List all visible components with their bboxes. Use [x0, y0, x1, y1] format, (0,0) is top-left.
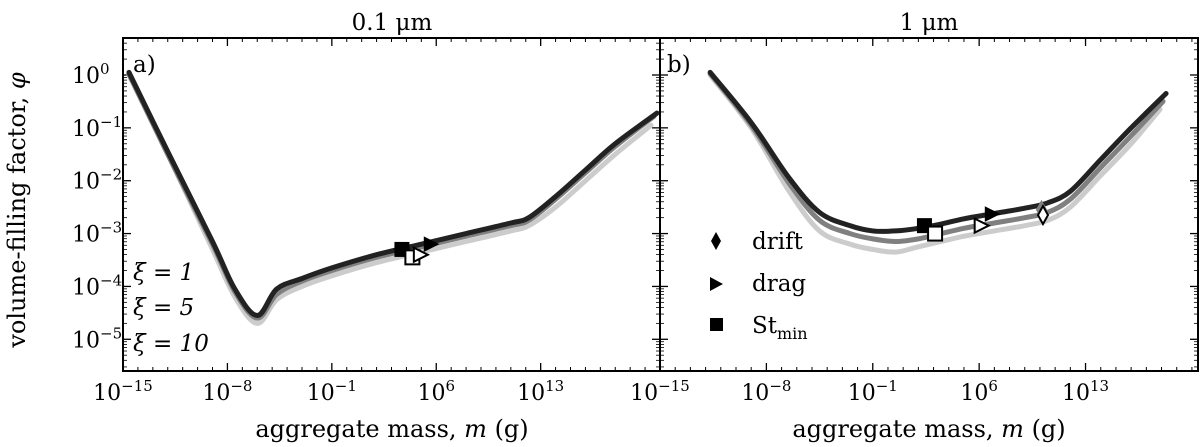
panel-b-series [707, 69, 1169, 255]
x-tick-label: 10−15 [93, 377, 153, 406]
y-tick-label: 10−2 [72, 166, 122, 195]
y-tick-label: 10−1 [72, 113, 122, 142]
x-axis-label-a: aggregate mass, m (g) [255, 415, 528, 443]
series-line-xi-5 [707, 70, 1166, 244]
x-tick-label: 10−8 [202, 377, 252, 406]
panel-a-title: 0.1 μm [352, 10, 433, 36]
y-axis-label: volume-filling factor, φ [3, 72, 31, 349]
panel-a-series [126, 69, 660, 326]
x-tick-label: 1013 [517, 377, 564, 406]
panel-b-markers [916, 199, 1050, 242]
y-tick-label: 10−4 [72, 271, 122, 300]
drag-marker [973, 217, 991, 235]
series-line-xi-5 [126, 71, 657, 321]
panel-b-title: 1 μm [900, 10, 959, 36]
drag-marker [423, 236, 440, 252]
y-tick-label: 10−3 [72, 219, 122, 248]
x-tick-label: 10−1 [848, 377, 898, 406]
panel-b-frame [659, 37, 1199, 372]
panel-a-markers [394, 236, 440, 266]
x-tick-label: 106 [417, 377, 455, 406]
x-tick-label: 10−8 [741, 377, 791, 406]
panel-b-legend: drift drag Stmin [710, 229, 808, 343]
legend-stmin-marker [710, 318, 723, 331]
panel-b: 10−15 10−8 10−1 106 1013 b) drift drag Stmin [630, 37, 1199, 406]
panel-a-tick-labels: 10−15 10−8 10−1 106 1013 100 10−1 10−2 10−3 10−4 1… [72, 60, 564, 406]
stmin-marker [927, 225, 944, 242]
legend-xi-10: ξ = 10 [133, 331, 209, 357]
y-tick-label: 100 [72, 60, 110, 89]
legend-stmin-label: Stmin [752, 313, 808, 343]
x-tick-label: 10−1 [307, 377, 357, 406]
panel-a: 10−15 10−8 10−1 106 1013 100 10−1 10−2 10−3 10−4 1… [72, 37, 661, 406]
legend-drag-label: drag [752, 271, 806, 297]
x-tick-label: 10−15 [630, 377, 690, 406]
drag-marker [984, 206, 1001, 222]
panel-a-legend: ξ = 1 ξ = 5 ξ = 10 [133, 260, 209, 357]
panel-b-label: b) [667, 52, 691, 78]
legend-drag-marker [710, 277, 723, 291]
x-axis-label-b: aggregate mass, m (g) [792, 415, 1065, 443]
x-tick-label: 1013 [1062, 377, 1109, 406]
drag-marker [412, 246, 431, 264]
panel-a-ticks [122, 37, 661, 371]
y-tick-label: 10−5 [72, 324, 122, 353]
x-tick-label: 106 [960, 377, 998, 406]
series-line-xi-10 [707, 69, 1169, 234]
panel-a-frame [122, 37, 661, 372]
series-line-xi-10 [126, 69, 660, 318]
panel-a-label: a) [133, 52, 156, 78]
legend-drift-marker [711, 232, 721, 250]
series-line-xi-1 [126, 72, 654, 326]
panel-b-tick-labels: 10−15 10−8 10−1 106 1013 [630, 377, 1109, 406]
legend-drift-label: drift [752, 229, 804, 255]
panel-b-ticks [659, 37, 1198, 371]
legend-xi-1: ξ = 1 [133, 260, 194, 286]
legend-xi-5: ξ = 5 [133, 295, 194, 321]
drift-marker [1036, 204, 1050, 227]
